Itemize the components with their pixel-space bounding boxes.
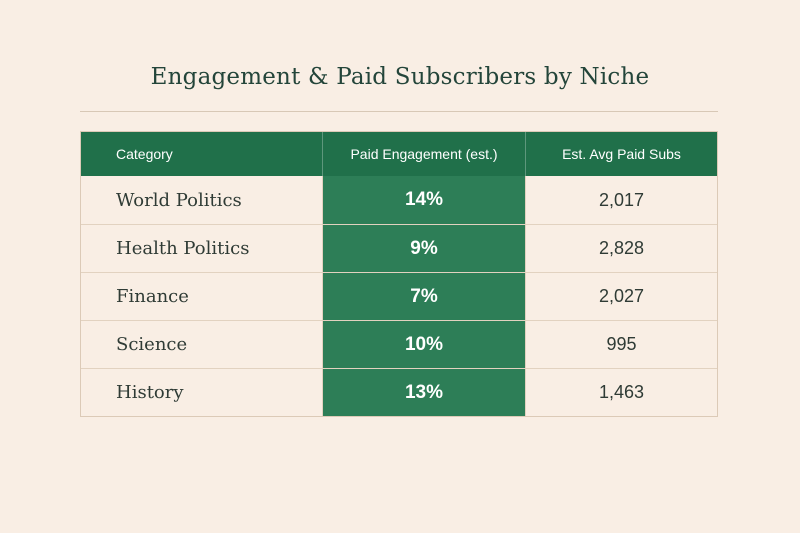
avg-subs-cell: 2,017 <box>598 189 645 210</box>
avg-subs-cell: 1,463 <box>598 382 645 402</box>
avg-subs-cell: 995 <box>606 334 637 354</box>
table-row: Health Politics 9% 2,828 <box>81 224 717 272</box>
category-cell: Finance <box>116 286 189 307</box>
table-row: Finance 7% 2,027 <box>81 272 717 320</box>
category-cell: World Politics <box>116 189 242 211</box>
table-row: Science 10% 995 <box>81 320 717 368</box>
header-paid-engagement: Paid Engagement (est.) <box>322 132 526 176</box>
title-divider <box>80 111 718 112</box>
category-cell: History <box>116 382 184 403</box>
header-category: Category <box>116 146 173 162</box>
table-body: World Politics 14% 2,017 Health Politics 9% 2… <box>81 176 717 416</box>
table-header-row: Category Paid Engagement (est.) Est. Avg… <box>81 132 717 176</box>
engagement-cell: 10% <box>322 321 526 368</box>
header-avg-paid-subs: Est. Avg Paid Subs <box>562 146 681 162</box>
engagement-cell: 7% <box>322 273 526 320</box>
avg-subs-cell: 2,828 <box>598 238 645 258</box>
category-cell: Science <box>116 334 188 355</box>
category-cell: Health Politics <box>116 238 250 259</box>
chart-title: Engagement & Paid Subscribers by Niche <box>150 64 650 90</box>
data-table: Category Paid Engagement (est.) Est. Avg… <box>80 131 718 417</box>
engagement-cell: 9% <box>322 225 526 272</box>
engagement-cell: 14% <box>322 176 526 224</box>
table-row: World Politics 14% 2,017 <box>81 176 717 224</box>
avg-subs-cell: 2,027 <box>598 286 645 306</box>
table-row: History 13% 1,463 <box>81 368 717 416</box>
engagement-cell: 13% <box>322 369 526 416</box>
